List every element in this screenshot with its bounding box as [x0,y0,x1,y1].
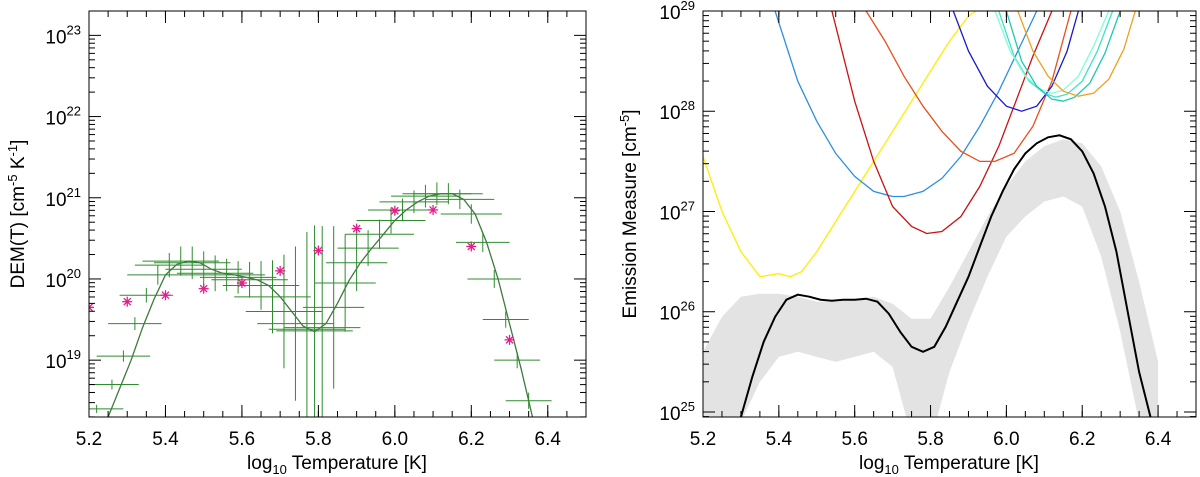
left-x-tick-label: 6.0 [382,429,408,450]
dem-error-bar [276,225,353,417]
dem-error-bar [368,198,437,222]
right-x-tick-label: 5.6 [841,429,867,450]
left-y-axis-label: DEM(T) [cm-5 K-1] [5,140,29,289]
left-x-tick-label: 5.4 [152,429,179,450]
dem-error-bar [245,254,323,369]
left-y-tick-label: 1022 [45,104,81,130]
left-x-axis-label: log10 Temperature [K] [247,453,427,477]
dem-error-bar [345,219,414,249]
left-plot-area [89,182,552,417]
left-x-tick-label: 6.4 [535,429,562,450]
right-y-axis-label: Emission Measure [cm-5] [617,109,641,318]
dem-error-bar [257,246,334,401]
right-y-tick-label: 1026 [659,299,695,325]
dem-error-bar [211,261,288,298]
dem-error-bar [142,246,219,276]
right-y-tick-label: 1027 [659,198,695,224]
left-y-tick-label: 1019 [45,347,81,373]
observed-point-marker [389,205,400,216]
dem-error-bar [283,226,361,417]
dem-error-bar [96,350,151,362]
left-panel-dem: 5.2 5.4 5.6 5.8 6.0 6.2 6.4 1019 1020 1021 1022 102… [5,10,587,477]
em-loci-navy-line [952,11,1080,112]
em-loci-blue-line [774,11,1038,198]
dem-error-bar [165,251,242,288]
observed-point-marker [313,245,324,256]
right-x-tick-label: 6.2 [1069,429,1095,450]
dem-error-bar [234,260,311,334]
em-loci-orange-red-line [865,11,1072,163]
right-x-axis-label: log10 Temperature [K] [859,453,1039,477]
right-x-tick-label: 5.2 [690,429,716,450]
em-loci-cyan-b-line [994,11,1110,94]
dem-error-bar [303,226,365,389]
right-x-tick-label: 6.0 [993,429,1019,450]
observed-point-marker [122,296,133,307]
em-uncertainty-band [703,139,1159,417]
right-axis-ticks: 5.2 5.4 5.6 5.8 6.0 6.2 6.4 1025 1026 1027 1028 102… [659,0,1197,450]
dem-error-bar [505,392,552,409]
left-plot-frame [88,10,587,418]
em-loci-dark-red-line [831,11,1053,235]
dem-error-bar [482,311,529,328]
left-axis-ticks: 5.2 5.4 5.6 5.8 6.0 6.2 6.4 1019 1020 1021 1022 102… [45,11,587,450]
dem-error-bar [425,189,495,210]
dem-error-bar [467,270,522,288]
right-x-tick-label: 6.4 [1145,429,1172,450]
observed-point-marker [275,265,286,276]
observed-point-marker [504,334,515,345]
em-loci-cyan-a-line [998,11,1114,98]
observed-point-marker [198,283,209,294]
dem-error-bar [456,232,510,253]
dem-error-bar [199,261,277,294]
dem-error-bar [391,184,460,208]
left-x-tick-label: 5.6 [229,429,255,450]
observed-point-marker [236,278,247,289]
dem-error-bar [413,183,483,205]
em-loci-cyan-c-line [1005,11,1121,102]
left-y-tick-label: 1023 [45,22,81,48]
right-y-tick-label: 1028 [659,98,695,124]
observed-point-marker [351,223,362,234]
dem-error-bar [440,204,502,224]
right-plot-area [703,11,1159,417]
dem-error-bar [222,261,300,310]
em-loci-amber-line [1017,11,1136,97]
right-y-tick-label: 1029 [659,0,695,24]
dem-error-bar [356,207,426,234]
em-loci-yellow-line [703,11,977,278]
dem-error-bar [268,231,346,417]
left-y-tick-label: 1020 [45,266,81,292]
right-panel-em: 5.2 5.4 5.6 5.8 6.0 6.2 6.4 1025 1026 1027 1028 102… [617,0,1197,477]
dem-error-bar [326,234,388,292]
em-solution-line [739,134,1152,417]
dem-error-bar [494,352,541,369]
right-x-tick-label: 5.8 [917,429,943,450]
dem-error-bar [337,230,399,266]
left-y-tick-label: 1021 [45,185,81,211]
dem-error-bar [176,255,254,292]
dem-error-bar [127,265,189,285]
dem-error-bar [314,234,376,332]
right-y-tick-label: 1025 [659,399,695,425]
dem-solution-line [107,193,534,417]
observed-point-marker [89,302,94,313]
dem-error-bar [108,317,162,331]
dem-error-bar [89,404,124,413]
observed-point-marker [160,290,171,301]
observed-point-marker [428,204,439,215]
dem-error-bar [188,258,265,292]
left-x-tick-label: 6.2 [458,429,484,450]
left-x-tick-label: 5.8 [305,429,331,450]
right-x-tick-label: 5.4 [766,429,793,450]
observed-point-marker [466,241,477,252]
left-x-tick-label: 5.2 [76,429,102,450]
